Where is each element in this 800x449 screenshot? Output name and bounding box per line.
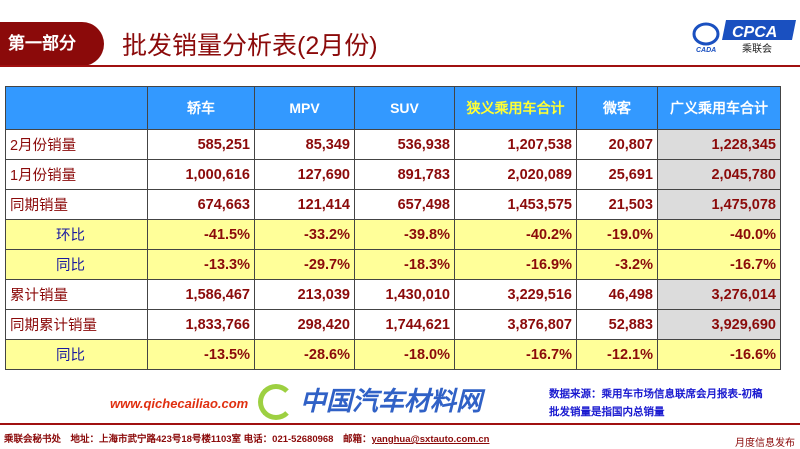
- table-cell: -33.2%: [254, 219, 355, 250]
- table-cell: 2,020,089: [454, 159, 577, 190]
- logo-text: CPCA: [732, 24, 777, 41]
- table-cell: 1,207,538: [454, 129, 577, 160]
- table-cell: 3,229,516: [454, 279, 577, 310]
- table-cell: 52,883: [576, 309, 658, 340]
- page-title: 批发销量分析表(2月份): [122, 32, 378, 60]
- table-cell: -12.1%: [576, 339, 658, 370]
- table-cell: -28.6%: [254, 339, 355, 370]
- footer-info: 乘联会秘书处 地址：上海市武宁路423号18号楼1103室 电话：021-526…: [4, 431, 489, 445]
- table-cell: 674,663: [147, 189, 255, 220]
- footer-email-link[interactable]: yanghua@sxtauto.com.cn: [371, 434, 490, 445]
- table-cell: -13.3%: [147, 249, 255, 280]
- table-cell: 1,833,766: [147, 309, 255, 340]
- col-header: 广义乘用车合计: [657, 86, 781, 130]
- cpca-logo: CADA CPCA 乘联会: [692, 20, 796, 54]
- table-cell: -16.7%: [657, 249, 781, 280]
- table-cell: 1,744,621: [354, 309, 455, 340]
- table-cell: 1,453,575: [454, 189, 577, 220]
- table-cell: 536,938: [354, 129, 455, 160]
- table-cell: 585,251: [147, 129, 255, 160]
- table-cell: 891,783: [354, 159, 455, 190]
- sales-table: 轿车 MPV SUV 狭义乘用车合计 微客 广义乘用车合计 2月份销量 585,2…: [5, 86, 781, 370]
- col-header: [5, 86, 148, 130]
- table-cell: -13.5%: [147, 339, 255, 370]
- watermark-title: 中国汽车材料网: [300, 386, 483, 416]
- table-row: 1月份销量 1,000,616 127,690 891,783 2,020,089 25,…: [5, 159, 781, 190]
- definition-note: 批发销量是指国内总销量: [549, 406, 665, 418]
- row-label: 同比: [5, 339, 148, 370]
- table-header-row: 轿车 MPV SUV 狭义乘用车合计 微客 广义乘用车合计: [5, 86, 781, 130]
- table-cell: -16.6%: [657, 339, 781, 370]
- row-label: 累计销量: [5, 279, 148, 310]
- table-row: 同比 -13.5% -28.6% -18.0% -16.7% -12.1% -16.6%: [5, 339, 781, 370]
- row-label: 2月份销量: [5, 129, 148, 160]
- table-cell: -16.9%: [454, 249, 577, 280]
- table-cell: 121,414: [254, 189, 355, 220]
- table-cell: 1,475,078: [657, 189, 781, 220]
- table-cell: 1,000,616: [147, 159, 255, 190]
- row-label: 同比: [5, 249, 148, 280]
- table-row: 环比 -41.5% -33.2% -39.8% -40.2% -19.0% -40.0%: [5, 219, 781, 250]
- table-cell: -40.0%: [657, 219, 781, 250]
- source-note: 数据来源：乘用车市场信息联席会月报表-初稿: [549, 388, 763, 400]
- table-row: 2月份销量 585,251 85,349 536,938 1,207,538 20,807…: [5, 129, 781, 160]
- table-cell: 298,420: [254, 309, 355, 340]
- row-label: 同期销量: [5, 189, 148, 220]
- table-cell: 1,228,345: [657, 129, 781, 160]
- col-header: SUV: [354, 86, 455, 130]
- table-row: 同期销量 674,663 121,414 657,498 1,453,575 21,503…: [5, 189, 781, 220]
- col-header: 狭义乘用车合计: [454, 86, 577, 130]
- table-cell: 85,349: [254, 129, 355, 160]
- section-tag: 第一部分: [0, 22, 104, 66]
- table-cell: 20,807: [576, 129, 658, 160]
- table-row: 累计销量 1,586,467 213,039 1,430,010 3,229,516 46…: [5, 279, 781, 310]
- table-cell: 657,498: [354, 189, 455, 220]
- table-cell: -3.2%: [576, 249, 658, 280]
- col-header: 微客: [576, 86, 658, 130]
- table-cell: 21,503: [576, 189, 658, 220]
- row-label: 环比: [5, 219, 148, 250]
- watermark-url: www.qichecailiao.com: [110, 396, 249, 411]
- table-cell: -16.7%: [454, 339, 577, 370]
- table-cell: -18.0%: [354, 339, 455, 370]
- logo-sub: 乘联会: [742, 42, 772, 54]
- row-label: 同期累计销量: [5, 309, 148, 340]
- table-row: 同期累计销量 1,833,766 298,420 1,744,621 3,876,807…: [5, 309, 781, 340]
- logo-mark: CADA: [696, 47, 716, 54]
- table-cell: 46,498: [576, 279, 658, 310]
- footer-divider: [0, 423, 800, 425]
- table-cell: -29.7%: [254, 249, 355, 280]
- col-header: 轿车: [147, 86, 255, 130]
- table-cell: -41.5%: [147, 219, 255, 250]
- table-cell: 3,929,690: [657, 309, 781, 340]
- watermark-swoosh: [258, 384, 294, 420]
- table-cell: 3,876,807: [454, 309, 577, 340]
- table-cell: 3,276,014: [657, 279, 781, 310]
- row-label: 1月份销量: [5, 159, 148, 190]
- table-cell: 213,039: [254, 279, 355, 310]
- table-cell: -39.8%: [354, 219, 455, 250]
- footer-right: 月度信息发布: [735, 438, 795, 449]
- title-divider: [0, 65, 800, 67]
- table-cell: 127,690: [254, 159, 355, 190]
- table-cell: -40.2%: [454, 219, 577, 250]
- col-header: MPV: [254, 86, 355, 130]
- table-cell: -19.0%: [576, 219, 658, 250]
- table-cell: 2,045,780: [657, 159, 781, 190]
- table-cell: 1,430,010: [354, 279, 455, 310]
- table-cell: -18.3%: [354, 249, 455, 280]
- table-row: 同比 -13.3% -29.7% -18.3% -16.9% -3.2% -16.7%: [5, 249, 781, 280]
- footer-address: 乘联会秘书处 地址：上海市武宁路423号18号楼1103室 电话：021-526…: [4, 434, 372, 445]
- table-cell: 1,586,467: [147, 279, 255, 310]
- table-cell: 25,691: [576, 159, 658, 190]
